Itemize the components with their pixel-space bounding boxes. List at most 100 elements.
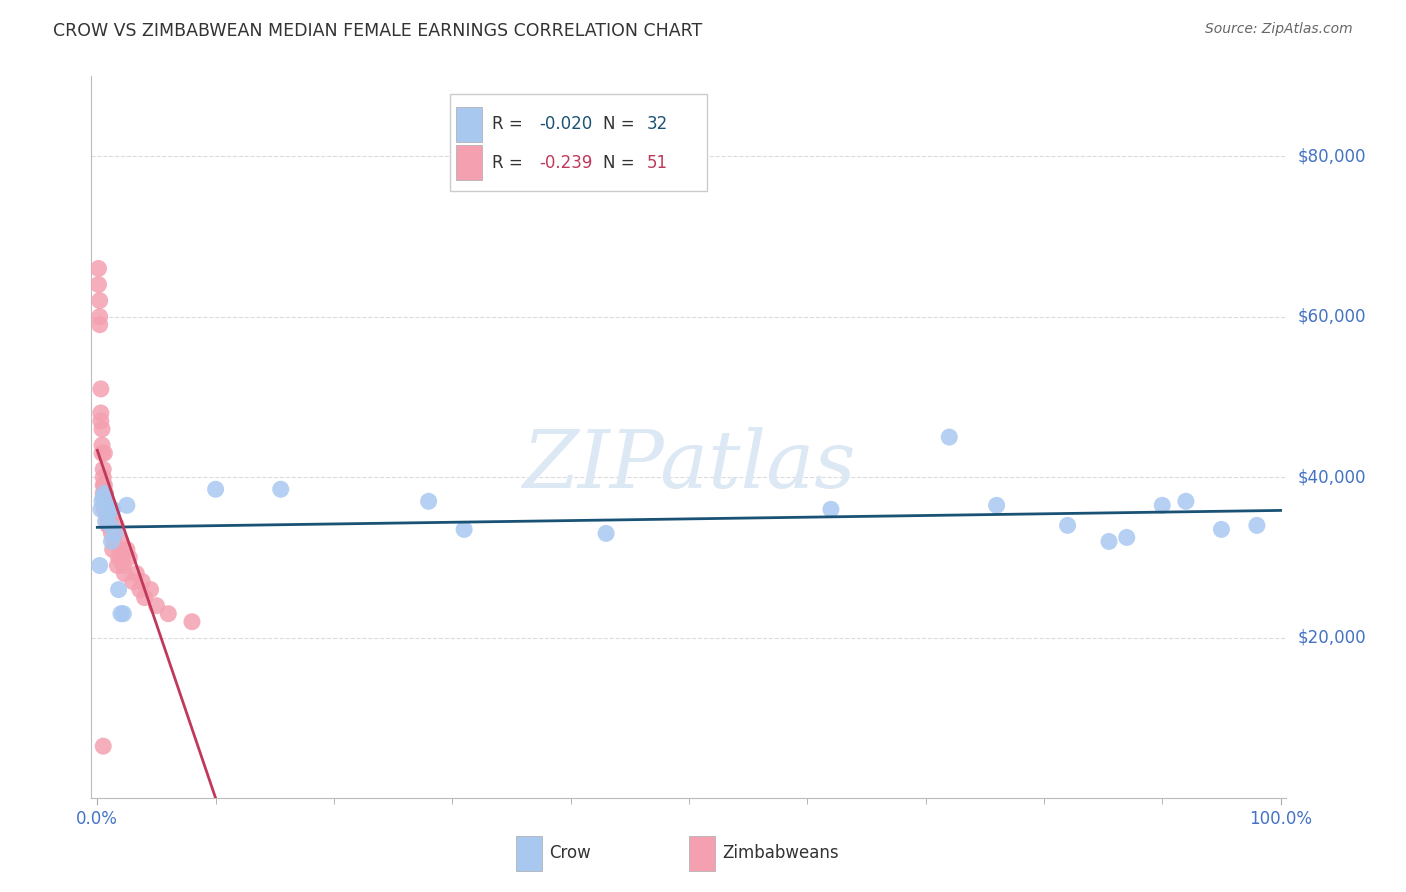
Point	[94, 486, 117, 500]
Text: -0.239: -0.239	[540, 153, 593, 171]
Point	[134, 591, 156, 605]
Point	[91, 422, 114, 436]
Point	[938, 430, 960, 444]
Point	[94, 494, 117, 508]
Text: ZIPatlas: ZIPatlas	[522, 427, 856, 505]
Point	[90, 382, 112, 396]
Point	[115, 542, 138, 557]
Point	[1211, 522, 1233, 536]
Point	[90, 502, 112, 516]
Point	[107, 550, 129, 565]
Text: $60,000: $60,000	[1298, 308, 1367, 326]
Point	[93, 446, 115, 460]
Point	[129, 582, 152, 597]
Bar	[516, 836, 541, 871]
Point	[98, 510, 121, 524]
Point	[1098, 534, 1121, 549]
Point	[145, 599, 167, 613]
Point	[89, 310, 111, 324]
Point	[131, 574, 153, 589]
Point	[91, 438, 114, 452]
Point	[98, 510, 121, 524]
Point	[1246, 518, 1268, 533]
Point	[118, 550, 141, 565]
Point	[104, 526, 127, 541]
Bar	[456, 145, 482, 180]
Text: Crow: Crow	[550, 844, 591, 862]
Text: $80,000: $80,000	[1298, 147, 1367, 165]
Point	[91, 490, 114, 504]
Point	[87, 277, 110, 292]
Text: R =: R =	[492, 153, 527, 171]
Point	[1152, 498, 1174, 512]
Point	[111, 550, 134, 565]
Point	[986, 498, 1008, 512]
Point	[1115, 530, 1137, 544]
Point	[89, 558, 111, 573]
FancyBboxPatch shape	[450, 94, 707, 192]
Point	[107, 582, 129, 597]
Text: N =: N =	[603, 153, 640, 171]
Bar	[456, 107, 482, 142]
Point	[110, 534, 132, 549]
Point	[89, 318, 111, 332]
Point	[98, 502, 121, 516]
Point	[90, 406, 112, 420]
Text: 32: 32	[647, 115, 668, 133]
Point	[270, 482, 292, 496]
Point	[115, 498, 138, 512]
Point	[97, 502, 120, 516]
Text: Source: ZipAtlas.com: Source: ZipAtlas.com	[1205, 22, 1353, 37]
Point	[453, 522, 475, 536]
Point	[121, 574, 143, 589]
Point	[108, 542, 131, 557]
Point	[204, 482, 226, 496]
Point	[96, 498, 118, 512]
Text: R =: R =	[492, 115, 527, 133]
Point	[101, 542, 124, 557]
Point	[157, 607, 180, 621]
Point	[91, 462, 114, 476]
Point	[98, 518, 121, 533]
Point	[103, 534, 125, 549]
Point	[181, 615, 204, 629]
Point	[90, 414, 112, 428]
Point	[97, 518, 120, 533]
Point	[112, 558, 135, 573]
Point	[139, 582, 162, 597]
Point	[114, 566, 136, 581]
Point	[1056, 518, 1078, 533]
Point	[96, 510, 118, 524]
Point	[107, 558, 129, 573]
Point	[93, 502, 115, 516]
Point	[93, 486, 115, 500]
Text: $20,000: $20,000	[1298, 629, 1367, 647]
Point	[89, 293, 111, 308]
Text: 51: 51	[647, 153, 668, 171]
Point	[100, 526, 122, 541]
Text: N =: N =	[603, 115, 640, 133]
Text: -0.020: -0.020	[540, 115, 593, 133]
Point	[91, 478, 114, 492]
Point	[97, 506, 120, 520]
Point	[87, 261, 110, 276]
Point	[91, 446, 114, 460]
Point	[104, 526, 127, 541]
Text: $40,000: $40,000	[1298, 468, 1367, 486]
Text: Zimbabweans: Zimbabweans	[723, 844, 839, 862]
Point	[125, 566, 148, 581]
Point	[110, 607, 132, 621]
Point	[112, 607, 135, 621]
Point	[93, 478, 115, 492]
Point	[105, 518, 128, 533]
Point	[820, 502, 842, 516]
Point	[98, 518, 121, 533]
Point	[100, 534, 122, 549]
Point	[91, 470, 114, 484]
Bar	[689, 836, 716, 871]
Point	[91, 486, 114, 500]
Point	[91, 739, 114, 753]
Point	[91, 494, 114, 508]
Point	[595, 526, 617, 541]
Text: CROW VS ZIMBABWEAN MEDIAN FEMALE EARNINGS CORRELATION CHART: CROW VS ZIMBABWEAN MEDIAN FEMALE EARNING…	[53, 22, 703, 40]
